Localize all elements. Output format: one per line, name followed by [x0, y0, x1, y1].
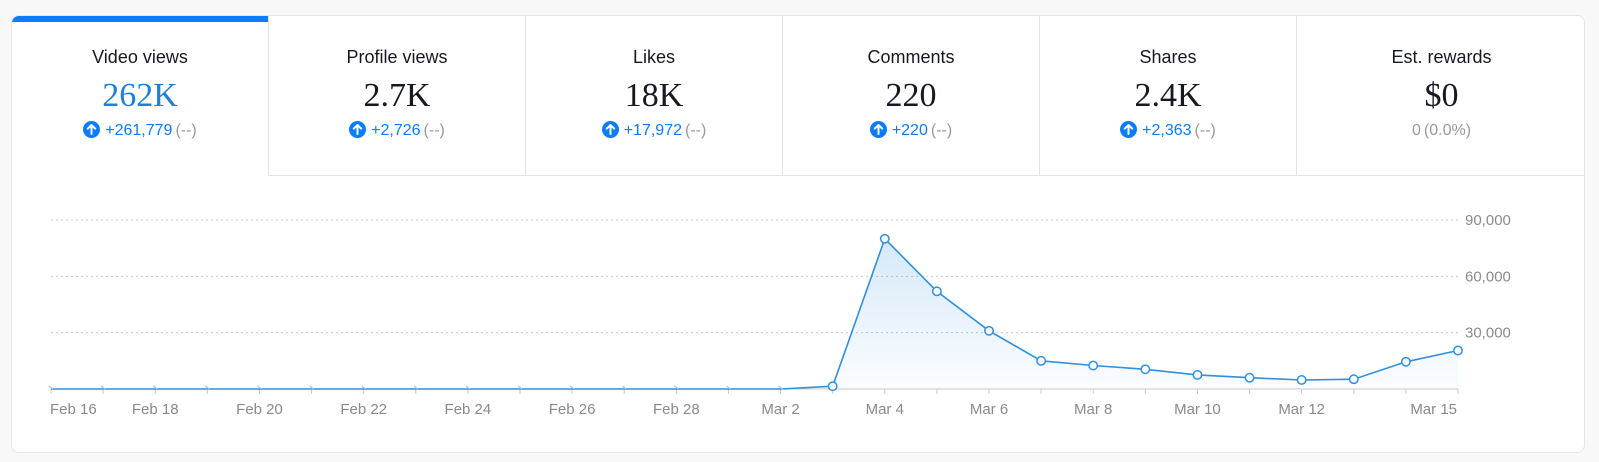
tab-delta: 0 (0.0%) — [1297, 121, 1584, 141]
arrow-up-circle-icon — [83, 121, 101, 138]
data-point — [100, 385, 106, 390]
tab-value: 18K — [624, 77, 684, 114]
arrow-up-circle-icon — [869, 121, 887, 138]
delta-value: +2,726 — [371, 122, 421, 139]
y-axis-tick-label: 30,000 — [1465, 325, 1511, 342]
arrow-up-circle-icon — [349, 121, 367, 138]
x-axis-tick-label: Mar 8 — [1074, 401, 1112, 418]
series-line — [51, 237, 1459, 390]
tab-delta: +2,363 (--) — [1040, 121, 1296, 141]
data-point — [204, 385, 210, 390]
x-axis-tick-label: Feb 18 — [132, 401, 179, 418]
delta-percent: (0.0%) — [1423, 122, 1472, 139]
x-axis-tick-label: Feb 16 — [50, 401, 97, 418]
data-point — [465, 385, 471, 390]
tab-value: 2.7K — [363, 77, 431, 114]
data-point — [1244, 372, 1255, 383]
x-axis-tick-label: Mar 10 — [1174, 401, 1221, 418]
tab-label: Likes — [632, 47, 676, 67]
data-point — [517, 385, 523, 390]
x-axis-tick-label: Mar 15 — [1410, 401, 1457, 418]
y-axis-tick-label: 60,000 — [1465, 268, 1511, 285]
tab-label: Shares — [1139, 47, 1197, 67]
tab-likes[interactable]: Likes 18K +17,972 (--) — [526, 16, 783, 176]
data-point — [309, 385, 314, 390]
tab-label: Comments — [867, 47, 955, 67]
data-point — [1453, 345, 1463, 356]
arrow-up-circle-icon — [601, 121, 619, 138]
delta-value: +17,972 — [623, 122, 682, 139]
tab-video-views[interactable]: Video views 262K +261,779 (--) — [12, 16, 269, 176]
data-point — [879, 233, 890, 244]
y-axis-tick-label: 90,000 — [1465, 212, 1511, 229]
tab-delta: +2,726 (--) — [269, 121, 525, 141]
delta-percent: (--) — [423, 122, 445, 139]
delta-value: 0 — [1411, 122, 1421, 139]
x-axis-tick-label: Feb 24 — [445, 401, 492, 418]
tab-shares[interactable]: Shares 2.4K +2,363 (--) — [1040, 16, 1297, 176]
tab-delta: +261,779 (--) — [12, 121, 268, 141]
arrow-up-circle-icon — [1120, 121, 1138, 138]
data-point — [827, 381, 838, 392]
data-point — [1192, 369, 1203, 380]
data-point — [621, 385, 627, 390]
x-axis-tick-label: Feb 22 — [340, 401, 387, 418]
tab-label: Video views — [92, 47, 188, 67]
tab-label: Est. rewards — [1391, 47, 1492, 67]
x-axis-tick-label: Mar 6 — [970, 401, 1008, 418]
data-point — [361, 385, 367, 390]
x-axis-tick-label: Feb 28 — [653, 401, 700, 418]
data-point — [569, 385, 575, 390]
delta-value: +261,779 — [105, 122, 173, 139]
x-axis-tick-label: Mar 4 — [866, 401, 904, 418]
x-axis-tick-label: Mar 12 — [1278, 401, 1325, 418]
x-axis-tick-label: Mar 2 — [761, 401, 799, 418]
tab-est-rewards[interactable]: Est. rewards $0 0 (0.0%) — [1297, 16, 1584, 176]
tab-delta: +17,972 (--) — [526, 121, 782, 141]
data-point — [257, 385, 262, 390]
active-tab-indicator — [12, 16, 268, 22]
delta-percent: (--) — [684, 122, 707, 139]
data-point — [1140, 364, 1151, 375]
delta-value: +2,363 — [1142, 122, 1192, 139]
data-point — [1088, 360, 1099, 371]
tab-label: Profile views — [346, 47, 448, 67]
data-point — [1400, 356, 1411, 367]
data-point — [413, 385, 419, 390]
delta-percent: (--) — [175, 122, 197, 139]
video-views-chart[interactable]: 90,000 60,000 30,000 Feb 16 Feb 18 Feb 20 Feb … — [12, 16, 1585, 453]
delta-percent: (--) — [930, 122, 953, 139]
series-area — [51, 238, 1458, 389]
tab-profile-views[interactable]: Profile views 2.7K +2,726 (--) — [269, 16, 526, 176]
tab-value: $0 — [1424, 77, 1459, 114]
data-point — [931, 286, 942, 297]
tab-comments[interactable]: Comments 220 +220 (--) — [783, 16, 1040, 176]
delta-percent: (--) — [1194, 122, 1216, 139]
data-point — [984, 325, 994, 336]
data-point — [673, 385, 679, 390]
data-point — [726, 385, 731, 390]
data-point — [1296, 375, 1307, 385]
data-point — [778, 385, 783, 390]
tab-value: 2.4K — [1134, 77, 1202, 114]
delta-value: +220 — [891, 122, 928, 139]
tab-delta: +220 (--) — [783, 121, 1039, 141]
metric-tabs: Video views 262K +261,779 (--) Profile vi… — [12, 16, 1584, 176]
x-axis-tick-label: Feb 20 — [236, 401, 283, 418]
analytics-card: Video views 262K +261,779 (--) Profile vi… — [11, 15, 1585, 453]
data-point — [48, 385, 54, 390]
tab-value: 220 — [885, 77, 937, 114]
data-point — [1348, 374, 1359, 385]
tab-value: 262K — [102, 77, 178, 114]
data-point — [152, 385, 158, 390]
data-point — [1036, 355, 1047, 366]
x-axis-tick-label: Feb 26 — [549, 401, 596, 418]
